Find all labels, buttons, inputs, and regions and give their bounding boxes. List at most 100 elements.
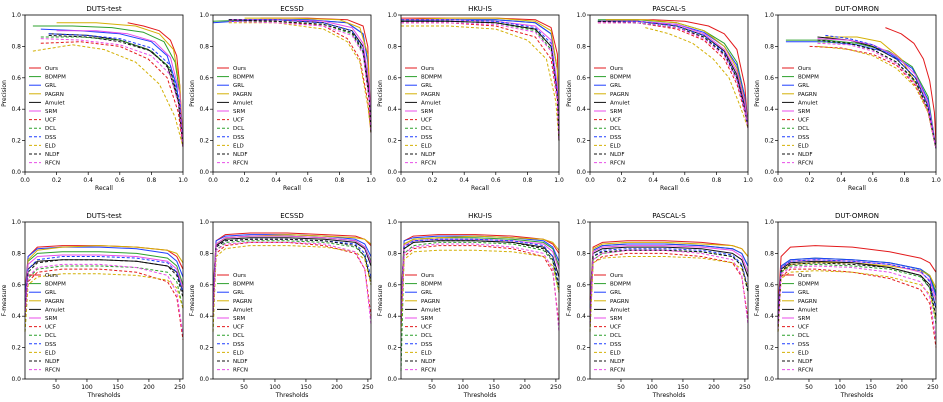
series-line-ours [400,234,560,301]
legend-label: UCF [45,118,56,124]
x-tick-label: 0.8 [147,177,157,184]
legend-label: SRM [45,109,57,115]
x-axis-label: Thresholds [652,392,686,399]
y-tick-label: 1.0 [11,12,21,19]
legend: Ours BDMPM GRL PAGRN Amulet SRM UCF DCL DSS ELD NL… [405,66,442,167]
legend-label: ELD [421,143,432,149]
series-line-eld [24,273,184,332]
x-axis-label: Recall [283,185,301,192]
legend-label: PAGRN [798,92,817,98]
legend-label: DCL [45,126,57,132]
x-tick-label: 50 [52,384,60,391]
legend-label: BDMPM [45,282,66,288]
series-line-eld [777,270,937,332]
series-line-pagrn [244,17,372,133]
series-line-rfcn [24,263,184,336]
legend-label: DCL [610,126,622,132]
x-tick-label: 1.0 [743,177,753,184]
legend-label: Ours [233,66,246,72]
x-tick-label: 0.2 [617,177,627,184]
series-line-ours [777,245,937,309]
x-tick-label: 150 [300,384,312,391]
series-line-srm [24,254,184,309]
legend-label: UCF [233,118,244,124]
legend-label: UCF [45,325,56,331]
chart-title: PASCAL-S [652,5,686,13]
legend-label: NLDF [45,359,60,365]
x-axis-label: Thresholds [840,392,874,399]
legend-label: GRL [798,290,810,296]
legend-label: ELD [45,143,56,149]
legend-label: GRL [45,290,57,296]
series-line-nldf [228,19,372,133]
series-line-ucf [589,252,749,325]
legend: Ours BDMPM GRL PAGRN Amulet SRM UCF DCL DSS ELD NL… [29,273,66,374]
x-tick-label: 100 [646,384,658,391]
y-tick-label: 0.4 [387,313,397,320]
y-tick-label: 0.0 [764,376,774,383]
x-tick-label: 0.4 [836,177,846,184]
y-tick-label: 0.0 [199,169,209,176]
y-tick-label: 0.8 [11,250,21,257]
x-tick-label: 150 [677,384,689,391]
x-tick-label: 1.0 [931,177,941,184]
series-line-dss [597,20,749,129]
y-tick-label: 0.6 [199,75,209,82]
y-tick-label: 0.8 [764,43,774,50]
series-line-rfcn [400,243,560,332]
legend-label: DSS [45,135,57,141]
legend-label: PAGRN [421,299,440,305]
legend-label: ELD [610,350,621,356]
legend-label: BDMPM [233,282,254,288]
series-line-pagrn [589,241,749,317]
legend-label: NLDF [233,359,248,365]
legend-label: SRM [610,109,622,115]
fm-ecssd-panel: 50 100 150 200 250 0.0 0.2 0.4 0.6 0.8 1.0 ECSSD Thr… [189,212,374,399]
y-tick-label: 0.8 [199,43,209,50]
legend: Ours BDMPM GRL PAGRN Amulet SRM UCF DCL DSS ELD NL… [782,273,819,374]
y-tick-label: 0.6 [11,282,21,289]
y-tick-label: 0.4 [576,313,586,320]
plot-frame [24,221,184,380]
legend-label: GRL [233,83,245,89]
series-line-dss [825,34,937,149]
x-tick-label: 0.6 [115,177,125,184]
legend-label: NLDF [610,359,625,365]
legend-label: RFCN [233,161,248,167]
legend-label: GRL [233,290,245,296]
legend-label: DSS [798,135,810,141]
series-line-eld [32,44,184,148]
legend-label: Amulet [798,100,819,106]
y-tick-label: 0.2 [199,345,209,352]
legend-label: NLDF [233,152,248,158]
x-tick-label: 50 [240,384,248,391]
y-tick-label: 0.6 [764,282,774,289]
x-axis-label: Recall [95,185,113,192]
x-tick-label: 1.0 [366,177,376,184]
series-line-bdmpm [24,251,184,301]
x-tick-label: 0.2 [52,177,62,184]
series-line-dss [400,238,560,325]
x-tick-label: 0.8 [335,177,345,184]
legend-label: RFCN [610,368,625,374]
legend-label: Ours [798,66,811,72]
y-tick-label: 0.6 [576,282,586,289]
x-tick-label: 50 [428,384,436,391]
x-tick-label: 0.6 [491,177,501,184]
legend-label: UCF [610,118,621,124]
legend-label: DCL [233,126,245,132]
y-tick-label: 0.0 [11,376,21,383]
x-tick-label: 200 [519,384,531,391]
series-line-bdmpm [785,39,937,149]
y-tick-label: 0.8 [199,250,209,257]
series-line-ucf [24,268,184,340]
legend-label: RFCN [45,161,60,167]
legend-label: PAGRN [610,299,629,305]
legend-label: RFCN [610,161,625,167]
y-tick-label: 0.2 [387,345,397,352]
x-tick-label: 1.0 [178,177,188,184]
y-tick-label: 0.8 [11,43,21,50]
legend-label: DSS [421,135,433,141]
legend-label: PAGRN [233,299,252,305]
x-tick-label: 0.4 [83,177,93,184]
